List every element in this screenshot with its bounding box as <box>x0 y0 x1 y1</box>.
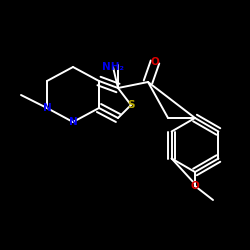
Text: S: S <box>127 100 135 110</box>
Text: O: O <box>191 181 200 191</box>
Text: O: O <box>150 57 160 67</box>
Text: N: N <box>42 103 51 113</box>
Text: N: N <box>68 117 78 127</box>
Text: NH₂: NH₂ <box>102 62 124 72</box>
